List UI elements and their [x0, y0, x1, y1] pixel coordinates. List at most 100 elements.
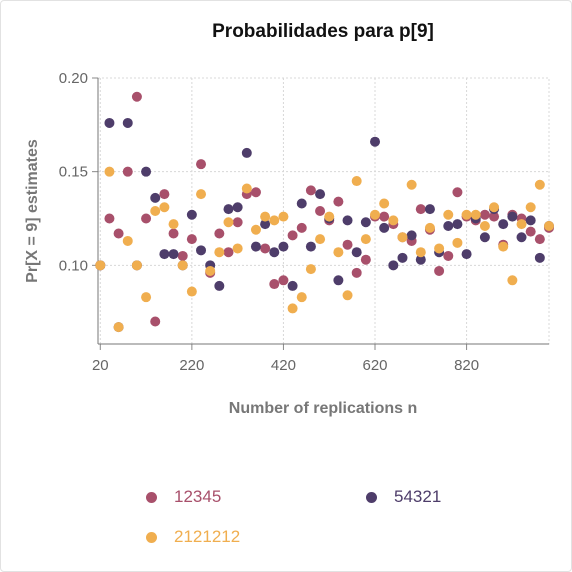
data-point	[260, 243, 271, 254]
data-point	[196, 189, 207, 200]
data-point	[159, 249, 170, 260]
data-point	[287, 303, 298, 314]
y-tick-label: 0.15	[59, 164, 88, 181]
data-point	[479, 209, 490, 220]
y-axis-label: Pr[X = 9] estimates	[24, 139, 41, 283]
data-point	[516, 219, 527, 230]
chart-title: Probabilidades para p[9]	[212, 21, 434, 42]
data-point	[342, 239, 353, 250]
data-point	[223, 247, 234, 258]
y-tick-label: 0.20	[59, 70, 88, 87]
data-point	[305, 241, 316, 252]
x-tick-label: 620	[362, 357, 387, 374]
data-point	[141, 292, 152, 303]
data-point	[278, 211, 289, 222]
data-point	[177, 260, 188, 271]
data-point	[296, 222, 307, 233]
data-point	[315, 189, 326, 200]
data-point	[131, 260, 142, 271]
data-point	[104, 117, 115, 128]
data-point	[443, 220, 454, 231]
data-point	[159, 202, 170, 213]
x-tick-label: 420	[271, 357, 296, 374]
data-point	[388, 215, 399, 226]
data-point	[479, 232, 490, 243]
data-point	[370, 209, 381, 220]
data-point	[534, 234, 545, 245]
data-point	[498, 241, 509, 252]
data-point	[507, 211, 518, 222]
data-point	[250, 224, 261, 235]
data-point	[305, 264, 316, 275]
data-point	[388, 260, 399, 271]
data-point	[406, 179, 417, 190]
data-point	[315, 234, 326, 245]
y-tick-label: 0.10	[59, 257, 88, 274]
data-point	[443, 250, 454, 261]
data-point	[186, 286, 197, 297]
x-tick-label: 220	[179, 357, 204, 374]
data-point	[287, 230, 298, 241]
data-point	[397, 252, 408, 263]
data-point	[250, 187, 261, 198]
data-point	[214, 247, 225, 258]
data-point	[360, 254, 371, 265]
data-point	[260, 211, 271, 222]
data-point	[131, 91, 142, 102]
data-point	[360, 234, 371, 245]
legend-marker	[146, 491, 157, 503]
data-point	[315, 206, 326, 216]
data-point	[232, 217, 243, 228]
legend-marker	[366, 491, 377, 503]
data-point	[333, 196, 344, 207]
data-point	[122, 117, 133, 128]
data-point	[351, 267, 362, 278]
data-point	[223, 217, 234, 228]
data-point	[452, 219, 463, 230]
data-point	[489, 211, 500, 222]
data-point	[470, 209, 481, 220]
data-point	[113, 228, 124, 239]
data-point	[186, 209, 197, 220]
data-point	[168, 249, 179, 260]
data-point	[452, 187, 463, 198]
data-point	[534, 252, 545, 263]
data-point	[424, 222, 435, 233]
legend-marker	[146, 531, 157, 543]
data-point	[241, 183, 252, 194]
data-point	[461, 249, 472, 260]
data-point	[205, 265, 216, 276]
legend-item: 54321	[366, 485, 441, 509]
series-2121212	[95, 166, 554, 333]
legend-label: 12345	[174, 487, 222, 506]
data-point	[351, 176, 362, 187]
data-point	[415, 247, 426, 258]
data-point	[342, 215, 353, 226]
data-point	[168, 228, 179, 239]
data-point	[379, 198, 390, 209]
data-point	[113, 322, 124, 333]
data-point	[141, 213, 152, 224]
data-point	[507, 275, 518, 286]
data-point	[379, 211, 390, 222]
data-point	[415, 254, 426, 265]
legend-label: 54321	[394, 487, 442, 506]
data-point	[241, 147, 252, 158]
data-point	[287, 280, 298, 291]
legend-label: 2121212	[174, 527, 241, 546]
data-point	[250, 241, 261, 252]
legend-item: 12345	[146, 485, 221, 509]
data-point	[269, 279, 280, 290]
data-point	[324, 211, 335, 222]
data-point	[122, 166, 133, 177]
data-point	[296, 198, 307, 209]
data-point	[479, 220, 490, 231]
x-axis-label: Number of replications n	[229, 400, 417, 417]
data-point	[544, 220, 554, 231]
data-point	[415, 204, 426, 215]
data-point	[525, 215, 536, 226]
data-point	[525, 226, 536, 237]
data-point	[516, 232, 527, 243]
